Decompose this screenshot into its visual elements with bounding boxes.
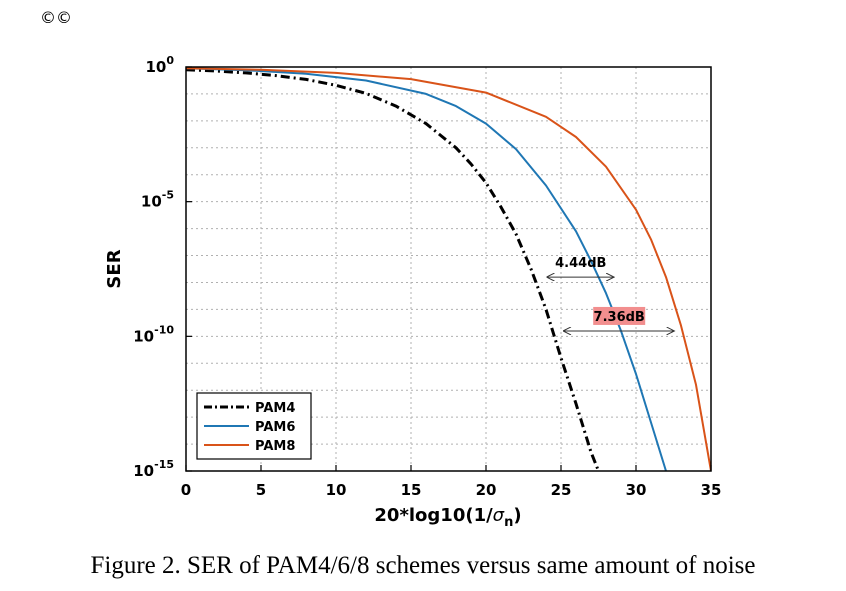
curve-pam4 <box>186 68 600 471</box>
legend-label-pam8: PAM8 <box>255 439 295 454</box>
ser-chart: 0 5 10 15 20 25 30 35 100 10-5 10-10 10-15 4.44dB 7.… <box>104 54 721 530</box>
x-tick-label: 15 <box>401 481 422 499</box>
curve-pam6 <box>186 67 667 471</box>
corner-mark: ©© <box>40 8 72 27</box>
annotations: 4.44dB 7.36dB <box>548 256 675 331</box>
y-tick-label: 10-10 <box>133 323 174 345</box>
plot-frame <box>185 66 712 472</box>
x-axis-title-main: 20*log10(1/ <box>374 505 493 526</box>
x-axis-title-subscript: n <box>504 515 513 530</box>
x-tick-label: 20 <box>476 481 497 499</box>
x-axis-title-symbol: σ <box>493 505 505 526</box>
x-tick-label: 0 <box>181 481 191 499</box>
curves <box>186 67 711 471</box>
x-tick-label: 25 <box>551 481 572 499</box>
annotation-highlight-2 <box>593 306 646 325</box>
axes: 0 5 10 15 20 25 30 35 100 10-5 10-10 10-15 <box>133 54 721 499</box>
x-tick-label: 5 <box>256 481 266 499</box>
legend-label-pam6: PAM6 <box>255 420 295 435</box>
curve-pam8 <box>186 67 711 471</box>
x-axis-title: 20*log10(1/σn) <box>374 505 521 530</box>
legend-label-pam4: PAM4 <box>255 401 295 416</box>
x-tick-label: 10 <box>326 481 347 499</box>
figure-caption: Figure 2. SER of PAM4/6/8 schemes versus… <box>90 552 756 579</box>
x-tick-label: 30 <box>626 481 647 499</box>
y-tick-label: 10-15 <box>133 458 174 480</box>
y-axis-title: SER <box>104 249 125 288</box>
annotation-label-2: 7.36dB <box>594 310 645 325</box>
x-axis-title-end: ) <box>513 505 521 526</box>
x-tick-label: 35 <box>701 481 722 499</box>
y-tick-label: 10-5 <box>141 189 174 211</box>
y-tick-label: 100 <box>145 54 174 76</box>
annotation-label-1: 4.44dB <box>555 256 606 271</box>
legend: PAM4 PAM6 PAM8 <box>196 392 312 460</box>
